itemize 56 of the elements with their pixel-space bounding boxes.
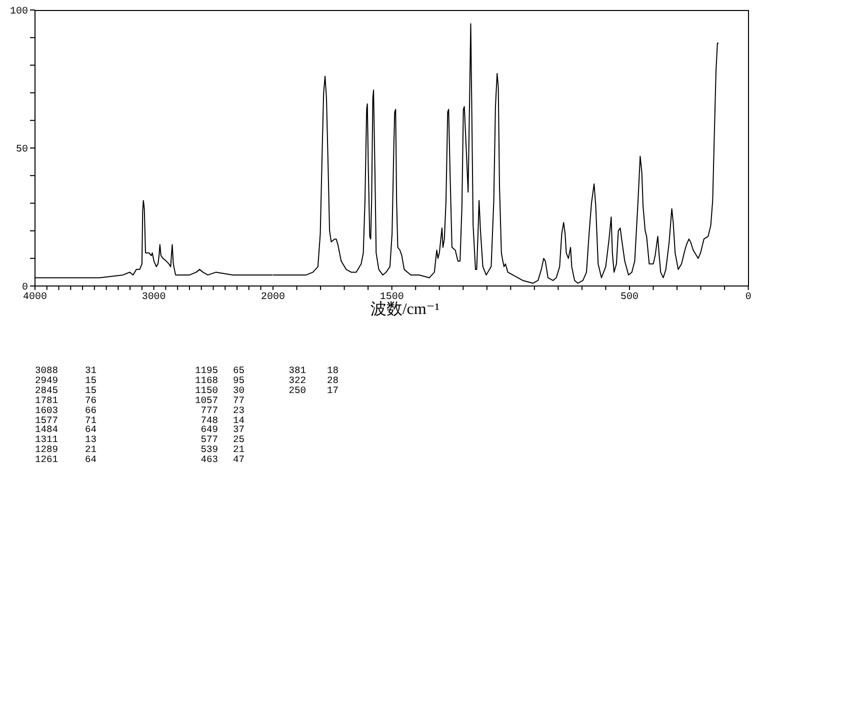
text: 748 xyxy=(200,414,218,426)
text: 1195 xyxy=(194,365,218,376)
text: 1577 xyxy=(34,414,58,426)
text: 21 xyxy=(233,444,245,456)
x-tick-label: 1500 xyxy=(380,291,404,302)
text: 463 xyxy=(200,454,218,466)
text: 1781 xyxy=(34,394,58,406)
text: 17 xyxy=(327,384,339,396)
x-tick-label: 0 xyxy=(744,291,751,302)
text: 1057 xyxy=(194,394,218,406)
text: 577 xyxy=(200,434,218,446)
text: 95 xyxy=(233,374,245,386)
text: 15 xyxy=(85,384,97,396)
x-tick-label: 500 xyxy=(620,291,638,302)
x-axis-title: 波数/cm⁻¹ xyxy=(369,300,441,320)
text: 18 xyxy=(327,365,339,376)
text: 1261 xyxy=(34,454,58,466)
text: 1289 xyxy=(34,444,58,456)
text: 64 xyxy=(85,454,97,466)
text: 13 xyxy=(85,434,97,446)
y-tick-label: 50 xyxy=(16,144,28,155)
text: 28 xyxy=(327,374,339,386)
text: 71 xyxy=(85,414,97,426)
text: 77 xyxy=(233,394,245,406)
text: 25 xyxy=(233,434,245,446)
text: 777 xyxy=(200,404,218,416)
text: 21 xyxy=(85,444,97,456)
text: 322 xyxy=(288,374,306,386)
text: 1484 xyxy=(34,424,58,436)
text: 1150 xyxy=(194,384,218,396)
text: 64 xyxy=(85,424,97,436)
text: 2949 xyxy=(34,374,58,386)
text: 14 xyxy=(233,414,245,426)
text: 2845 xyxy=(34,384,58,396)
text: 31 xyxy=(85,365,97,376)
text: 65 xyxy=(233,365,245,376)
text: 3088 xyxy=(34,365,58,376)
text: 15 xyxy=(85,374,97,386)
text: 76 xyxy=(85,394,97,406)
x-tick-label: 4000 xyxy=(23,291,47,302)
text: 66 xyxy=(85,404,97,416)
text: 649 xyxy=(200,424,218,436)
text: 1603 xyxy=(34,404,58,416)
text: 37 xyxy=(233,424,245,436)
x-tick-label: 2000 xyxy=(260,291,285,302)
text: 23 xyxy=(233,404,245,416)
text: 47 xyxy=(233,454,245,466)
y-tick-label: 100 xyxy=(10,6,28,17)
y-tick-label: 0 xyxy=(22,282,28,293)
text: 30 xyxy=(233,384,245,396)
text: 539 xyxy=(200,444,218,456)
text: 250 xyxy=(288,384,306,396)
x-tick-label: 3000 xyxy=(142,291,166,302)
text: 381 xyxy=(288,365,306,376)
text: 1168 xyxy=(194,374,218,386)
text: 1311 xyxy=(34,434,58,446)
